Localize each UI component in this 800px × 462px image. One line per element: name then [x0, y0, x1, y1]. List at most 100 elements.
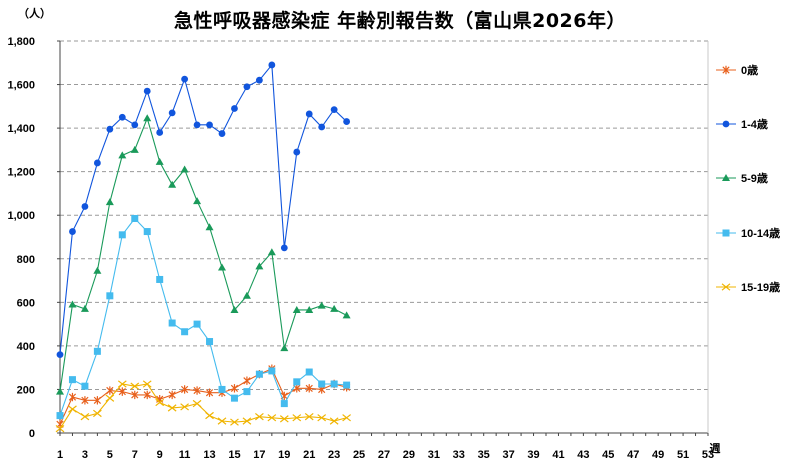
legend-label: 10-14歳	[741, 226, 780, 240]
data-point	[168, 390, 176, 400]
data-point	[206, 338, 214, 346]
data-point	[180, 403, 189, 411]
x-tick-label: 19	[278, 449, 290, 461]
x-tick-label: 21	[303, 449, 315, 461]
data-point	[68, 376, 76, 384]
chart-title: 急性呼吸器感染症 年齢別報告数（富山県2026年）	[174, 10, 626, 32]
data-point	[230, 418, 239, 426]
data-point	[180, 165, 189, 173]
data-point	[80, 304, 89, 312]
x-axis-label: 週	[710, 441, 721, 455]
data-point	[330, 380, 338, 388]
x-tick-label: 29	[403, 449, 415, 461]
series-2	[56, 114, 351, 395]
data-point	[192, 399, 202, 408]
series-3	[56, 214, 351, 420]
data-point	[292, 414, 302, 422]
data-point	[155, 157, 164, 165]
data-point	[205, 411, 214, 420]
data-point	[106, 125, 114, 133]
legend-item: 15-19歳	[716, 280, 780, 294]
data-point	[106, 292, 114, 300]
y-tick-label: 1,600	[7, 80, 35, 92]
data-point	[105, 394, 115, 402]
data-point	[218, 263, 226, 271]
y-tick-label: 1,800	[7, 36, 35, 48]
data-point	[56, 387, 64, 395]
data-point	[56, 412, 64, 420]
data-point	[243, 388, 251, 396]
data-point	[342, 311, 351, 319]
x-tick-label: 41	[552, 449, 564, 461]
series-1	[56, 61, 351, 358]
data-point	[68, 392, 77, 402]
x-tick-label: 51	[677, 449, 689, 461]
data-point	[330, 304, 339, 312]
data-point	[193, 320, 201, 328]
x-tick-label: 7	[132, 449, 138, 461]
x-tick-label: 33	[453, 449, 465, 461]
data-point	[80, 412, 90, 421]
data-point	[255, 262, 264, 270]
data-point	[180, 385, 189, 394]
x-tick-label: 17	[253, 449, 265, 461]
y-axis-label: （人）	[18, 6, 51, 20]
data-point	[193, 386, 201, 395]
data-point	[317, 414, 327, 422]
y-axis-ticks: 0 200 400 600 800 1,000 1,200 1,400 1,600 1,800	[7, 36, 60, 440]
data-point	[280, 244, 288, 252]
data-point	[193, 197, 202, 205]
legend-label: 5-9歳	[741, 171, 768, 185]
data-point	[243, 83, 251, 91]
series-line	[59, 217, 347, 416]
data-point	[205, 388, 214, 397]
data-point	[343, 381, 351, 389]
x-tick-label: 39	[527, 449, 539, 461]
data-point	[305, 110, 313, 118]
x-tick-label: 11	[179, 449, 191, 461]
data-point	[305, 305, 314, 313]
data-point	[106, 386, 114, 395]
data-point	[305, 368, 313, 376]
data-point	[279, 415, 289, 423]
data-point	[218, 130, 226, 137]
data-point	[118, 151, 127, 159]
series-4	[55, 380, 351, 433]
axes	[59, 41, 709, 434]
data-point	[268, 61, 276, 69]
data-point	[142, 380, 152, 388]
data-point	[293, 378, 301, 386]
data-point	[131, 121, 139, 129]
data-point	[242, 417, 252, 425]
data-point	[255, 76, 263, 84]
data-point	[131, 390, 139, 400]
data-point	[93, 409, 102, 418]
y-tick-label: 1,200	[7, 167, 35, 179]
data-point	[181, 328, 189, 336]
data-point	[118, 113, 126, 121]
x-tick-label: 25	[353, 449, 365, 461]
legend-item: 10-14歳	[716, 226, 780, 240]
data-point	[329, 417, 339, 425]
data-point	[56, 351, 64, 358]
data-point	[217, 417, 227, 425]
data-point	[293, 148, 301, 156]
data-point	[168, 180, 177, 188]
data-point	[131, 214, 139, 222]
y-tick-label: 200	[17, 384, 35, 396]
data-point	[81, 203, 89, 210]
data-point	[69, 228, 76, 235]
data-point	[167, 404, 177, 412]
legend-item: 1-4歳	[716, 117, 768, 131]
data-point	[105, 198, 114, 206]
legend-label: 0歳	[741, 63, 758, 77]
series-lines	[55, 61, 351, 433]
legend-item: 5-9歳	[716, 171, 768, 185]
legend-marker	[722, 120, 730, 128]
data-point	[206, 121, 213, 129]
series-line	[59, 63, 347, 355]
data-point	[242, 291, 251, 299]
data-point	[55, 424, 65, 433]
x-tick-label: 35	[478, 449, 490, 461]
